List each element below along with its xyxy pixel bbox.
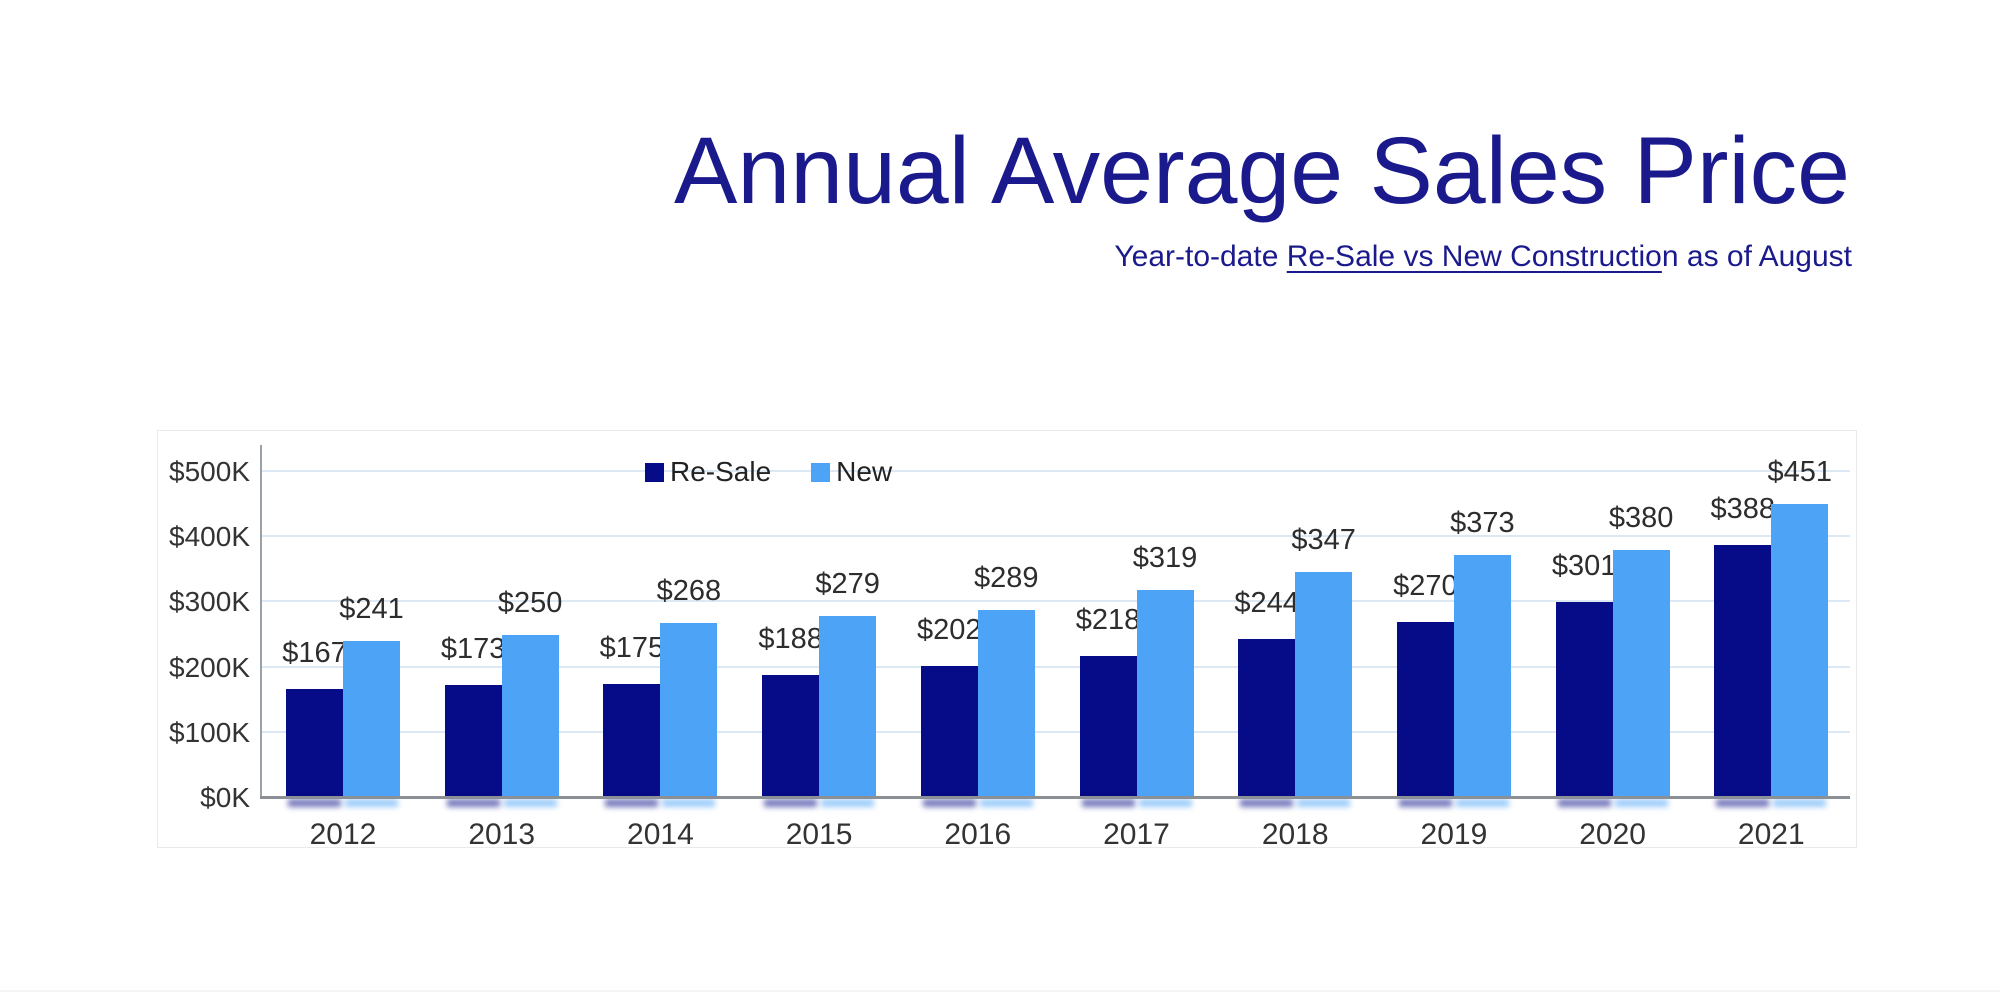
chart-frame [157, 430, 1857, 848]
bar-group-2021: $388 $451 [1711, 445, 1832, 798]
bar-new-2021 [1771, 503, 1829, 798]
bar-value-label: $347 [1291, 523, 1356, 556]
page-subtitle: Year-to-date Re-Sale vs New Construction… [1114, 240, 1852, 274]
gridline [262, 600, 1850, 603]
gridline [262, 665, 1850, 668]
bar-value-label: $167 [282, 637, 347, 670]
bar-value-label: $380 [1608, 502, 1674, 535]
bar-resale-2013 [444, 685, 502, 798]
y-tick-label: $100K [169, 716, 250, 748]
legend-swatch-new [811, 462, 831, 482]
x-tick-label: 2020 [1579, 818, 1646, 851]
bar-value-label: $289 [974, 561, 1039, 594]
bar-group-2018: $244 $347 [1234, 445, 1356, 798]
bar-group-2013: $173 $250 [441, 445, 562, 798]
bar-group-2012: $167 $241 [282, 445, 404, 798]
bar-new-2019 [1453, 554, 1511, 798]
y-axis-line [260, 445, 262, 798]
bar-group-2019: $270 $373 [1393, 445, 1515, 798]
bar-value-label: $175 [599, 631, 665, 664]
x-tick-label: 2013 [468, 818, 536, 851]
bar-resale-2018 [1238, 638, 1296, 798]
legend-swatch-resale [645, 462, 664, 482]
x-tick-label: 2015 [785, 818, 853, 851]
x-tick-label: 2014 [627, 818, 694, 851]
legend: Re-Sale New [645, 456, 892, 488]
bar-group-2016: $202 $289 [917, 445, 1039, 798]
bar-value-label: $319 [1132, 542, 1198, 575]
subtitle-suffix: n as of August [1661, 240, 1852, 273]
bar-value-label: $270 [1393, 569, 1458, 602]
bar-new-2020 [1612, 550, 1670, 798]
x-tick-label: 2018 [1261, 818, 1329, 851]
bar-value-label: $268 [656, 575, 722, 608]
bar-value-label: $250 [497, 587, 563, 619]
slide-bottom-edge [0, 990, 2000, 992]
bar-value-label: $202 [917, 614, 982, 647]
bar-new-2012 [343, 640, 400, 798]
y-tick-label: $500K [169, 456, 250, 487]
legend-label-resale: Re-Sale [670, 456, 772, 487]
bar-resale-2016 [920, 666, 978, 798]
subtitle-prefix: Year-to-date [1114, 240, 1287, 273]
x-tick-label: 2016 [944, 818, 1012, 851]
bar-resale-2015 [762, 675, 820, 798]
y-axis: $0K $100K $200K $300K $400K $500K [60, 445, 250, 813]
bar-value-label: $301 [1551, 549, 1617, 582]
bar-group-2015: $188 $279 [758, 445, 880, 798]
bar-value-label: $451 [1767, 455, 1833, 488]
x-tick-label: 2017 [1103, 818, 1170, 851]
y-tick-label: $300K [169, 586, 250, 618]
bar-new-2014 [660, 623, 718, 798]
bar-resale-2012 [286, 689, 343, 798]
x-tick-label: 2012 [309, 818, 377, 851]
bar-group-2017: $218 $319 [1076, 445, 1197, 798]
bar-resale-2021 [1714, 545, 1772, 798]
legend-label-new: New [836, 456, 893, 487]
page-title: Annual Average Sales Price [674, 118, 1850, 224]
x-axis-line [260, 796, 1850, 799]
bar-value-label: $373 [1450, 506, 1515, 539]
bar-value-label: $218 [1075, 603, 1141, 636]
bar-value-label: $188 [758, 623, 823, 656]
bar-new-2017 [1136, 590, 1194, 798]
gridline [262, 470, 1850, 472]
bar-value-label: $244 [1234, 586, 1299, 619]
bar-group-2020: $301 $380 [1552, 445, 1673, 798]
bar-value-label: $388 [1710, 493, 1776, 526]
x-tick-label: 2021 [1737, 818, 1805, 851]
bar-resale-2019 [1396, 621, 1454, 798]
y-tick-label: $200K [169, 651, 250, 683]
gridline [262, 535, 1850, 538]
bar-value-label: $279 [815, 568, 880, 601]
x-tick-label: 2019 [1420, 818, 1488, 851]
bar-new-2015 [819, 616, 877, 798]
bar-new-2016 [977, 609, 1035, 798]
y-tick-label: $400K [169, 521, 250, 553]
bar-resale-2017 [1079, 655, 1137, 798]
x-axis: 2012 2013 2014 2015 2016 2017 2018 2019 2020 2021 [262, 818, 1850, 858]
bar-new-2013 [501, 635, 559, 798]
bar-value-label: $241 [339, 592, 404, 625]
bar-new-2018 [1295, 571, 1353, 798]
subtitle-underlined-text: Re-Sale vs New Constructio [1286, 240, 1662, 273]
bar-resale-2020 [1555, 601, 1613, 798]
bar-value-label: $173 [440, 633, 506, 666]
y-tick-label: $0K [200, 782, 250, 813]
bar-resale-2014 [603, 683, 661, 798]
gridline [262, 730, 1850, 733]
plot-area: $167 $241 $173 $250 $175 $268 $188 $279 $202 $289… [260, 445, 1850, 799]
bar-group-2014: $175 $268 [600, 445, 721, 798]
